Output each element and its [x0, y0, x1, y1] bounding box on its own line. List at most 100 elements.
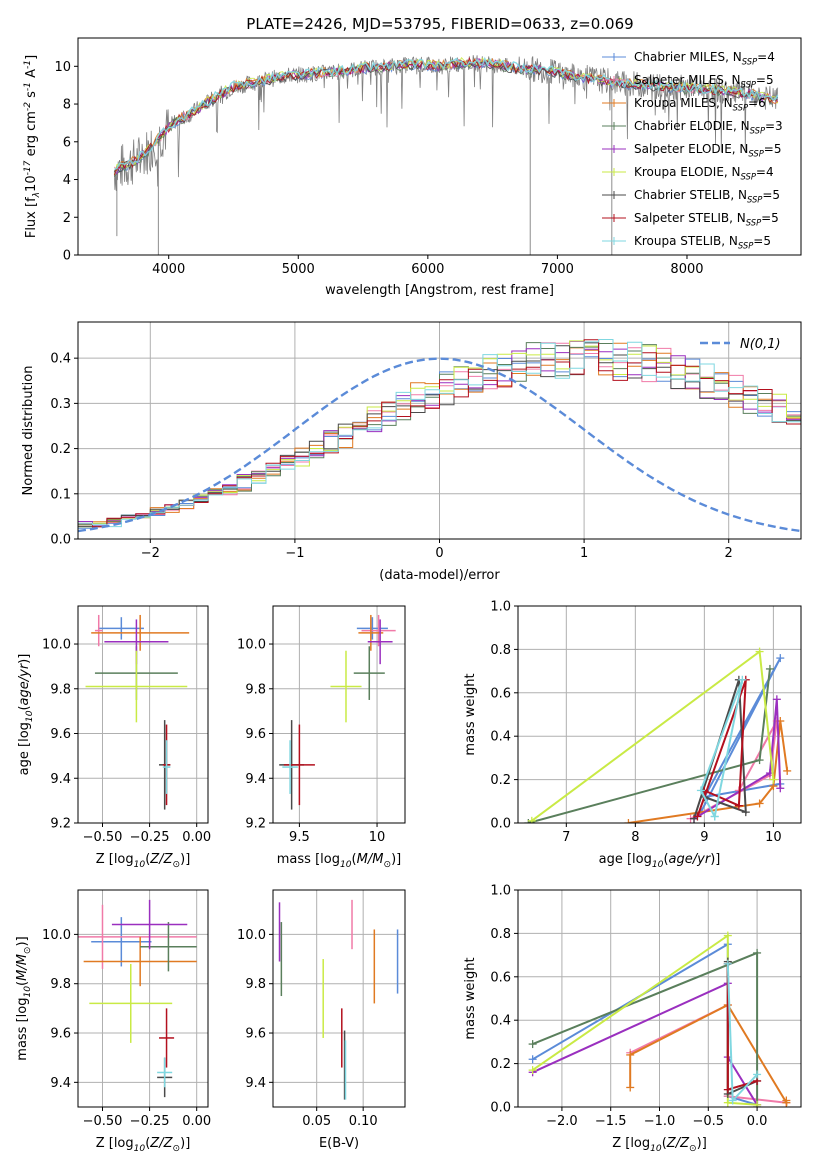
plot-area [78, 899, 197, 1098]
y-tick-label: 9.4 [50, 772, 71, 787]
y-tick-label: 1.0 [490, 600, 511, 615]
script-text: -17 [23, 160, 33, 175]
text-run: ( [145, 1136, 150, 1151]
text-run: Z [log [96, 852, 134, 867]
script-text: 10 [23, 986, 33, 998]
x-tick-label: −2 [141, 546, 160, 561]
script-text: 10 [650, 1144, 662, 1154]
x-tick-label: 5000 [282, 262, 315, 277]
text-run: Z/Z [149, 1136, 173, 1151]
plot-area [524, 647, 792, 823]
y-tick-label: 9.6 [50, 727, 71, 742]
axes-frame [77, 605, 209, 824]
x-tick-label: 8000 [670, 262, 703, 277]
y-tick-label: 9.8 [50, 682, 71, 697]
script-text: 10 [134, 860, 146, 870]
script-text: SSP [738, 241, 754, 251]
text-run: Chabrier MILES, N [634, 50, 742, 64]
script-text: ⊙ [173, 860, 181, 870]
x-tick-label: −0.50 [83, 830, 123, 845]
text-run: =4 [756, 165, 774, 179]
text-run: s [24, 91, 39, 102]
text-run: ( [145, 852, 150, 867]
weight-line [532, 942, 758, 1106]
text-run: )] [15, 936, 30, 946]
text-run: age [log [599, 852, 652, 867]
legend-label: Chabrier ELODIE, NSSP=3 [634, 119, 783, 136]
text-run: Salpeter MILES, N [634, 73, 741, 87]
x-tick-label: 4000 [152, 262, 185, 277]
plot-area [85, 614, 190, 810]
weight-line [532, 951, 759, 1107]
axes-frame [272, 889, 406, 1108]
plot-area [113, 55, 779, 255]
x-tick-label: 10 [369, 830, 386, 845]
weight-line [696, 679, 747, 817]
legend-label: Salpeter ELODIE, NSSP=5 [634, 142, 782, 159]
text-run: A [24, 69, 39, 82]
x-tick-label: −1.5 [595, 1114, 627, 1129]
text-run: E(B-V) [319, 1136, 359, 1151]
y-tick-label: 9.4 [245, 772, 266, 787]
text-run: 10 [24, 175, 39, 192]
legend-label: Kroupa MILES, NSSP=6 [634, 96, 766, 113]
y-tick-label: 0.0 [50, 533, 71, 548]
text-run: Z [log [612, 1136, 650, 1151]
x-axis-label: age [log10(age/yr)] [599, 852, 721, 870]
model-spectrum-line [113, 56, 778, 176]
y-tick-label: 9.6 [245, 1027, 266, 1042]
legend-label: Chabrier STELIB, NSSP=5 [634, 188, 780, 205]
spectrum-panel: 4000 5000 6000 7000 8000 0 2 4 6 8 10 wavelength [A… [23, 37, 802, 298]
x-axis-label: Z [log10(Z/Z⊙)] [96, 1136, 191, 1154]
legend-label: Salpeter STELIB, NSSP=5 [634, 211, 779, 228]
histogram-step-line [78, 342, 801, 528]
y-tick-label: 0.6 [490, 686, 511, 701]
x-tick-label: 7000 [541, 262, 574, 277]
x-tick-label: 0.05 [302, 1114, 331, 1129]
text-run: (data-model)/error [379, 568, 500, 583]
x-axis-label: Z [log10(Z/Z⊙)] [96, 852, 191, 870]
text-run: ] [24, 55, 39, 60]
text-run: =5 [761, 211, 779, 225]
text-run: Z/Z [149, 852, 173, 867]
x-tick-label: −0.25 [130, 830, 170, 845]
x-axis-label: E(B-V) [319, 1136, 359, 1151]
text-run: Chabrier STELIB, N [634, 188, 747, 202]
weight-vs-z-panel: −2.0 −1.5 −1.0 −0.5 0.0 0.0 0.2 0.4 0.6 0.8 1.0 Z [… [463, 884, 802, 1154]
text-run: ( [662, 1136, 667, 1151]
script-text: SSP [742, 57, 758, 67]
y-tick-label: 0.3 [50, 397, 71, 412]
y-tick-label: 9.8 [245, 977, 266, 992]
x-tick-label: 0.10 [349, 1114, 378, 1129]
script-text: ⊙ [23, 946, 33, 954]
text-run: Chabrier ELODIE, N [634, 119, 750, 133]
histogram-step-line [78, 342, 801, 526]
y-tick-label: 9.2 [50, 817, 71, 832]
y-tick-label: 9.6 [245, 727, 266, 742]
script-text: λ [32, 192, 42, 198]
x-axis-label: Z [log10(Z/Z⊙)] [612, 1136, 707, 1154]
script-text: -1 [23, 82, 33, 91]
axes-frame [77, 889, 209, 1108]
x-tick-label: 0.00 [182, 830, 211, 845]
text-run: erg cm [24, 111, 39, 160]
text-run: )] [180, 852, 190, 867]
text-run: )] [710, 852, 720, 867]
y-tick-label: 10.0 [237, 638, 266, 653]
script-text: SSP [750, 126, 766, 136]
text-run: age/yr [17, 662, 32, 705]
histogram-step-line [78, 353, 801, 529]
y-tick-label: 9.8 [50, 977, 71, 992]
text-run: =3 [765, 119, 783, 133]
text-run: Kroupa STELIB, N [634, 234, 738, 248]
y-tick-label: 9.2 [245, 817, 266, 832]
y-tick-label: 0.2 [50, 442, 71, 457]
script-text: SSP [733, 103, 749, 113]
x-tick-label: 9.5 [289, 830, 310, 845]
y-axis-label: mass weight [463, 957, 478, 1039]
script-text: -2 [23, 102, 33, 111]
text-run: ( [15, 981, 30, 986]
x-tick-label: −1 [285, 546, 304, 561]
weight-line [528, 668, 771, 823]
